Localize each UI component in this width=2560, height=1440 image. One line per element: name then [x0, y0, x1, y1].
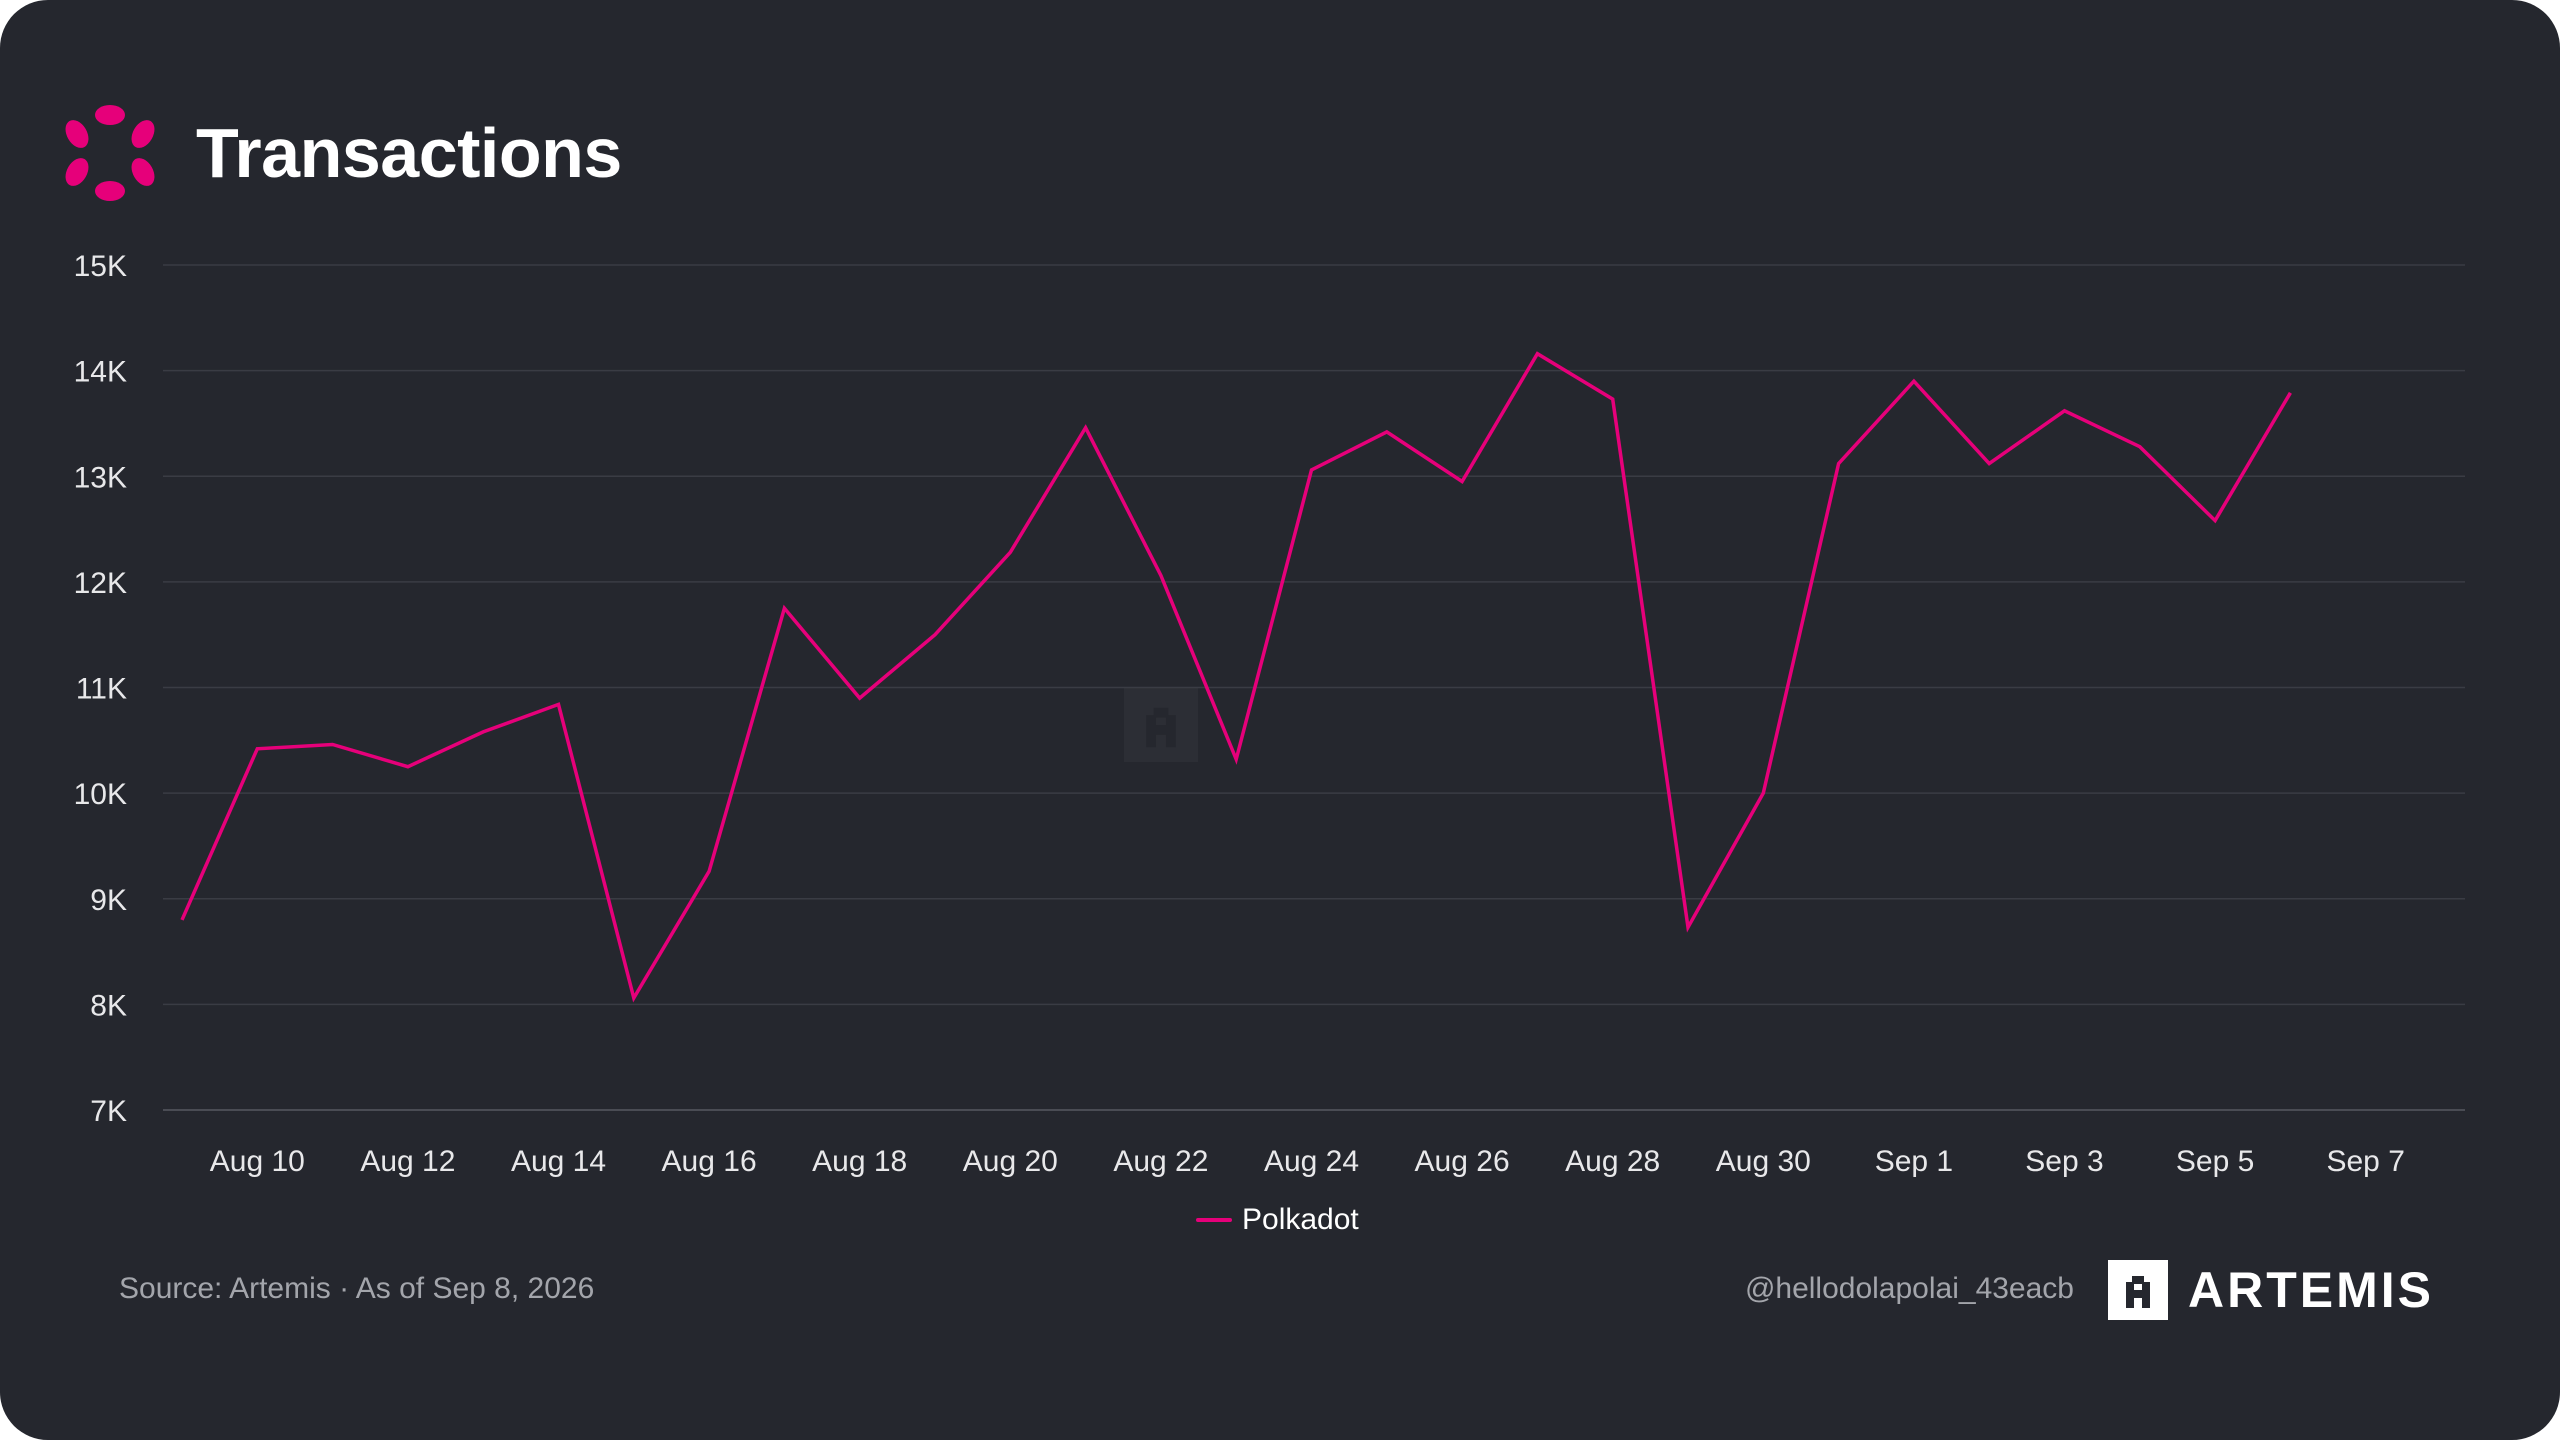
data-point[interactable] [1531, 348, 1543, 360]
x-axis: Aug 10 Aug 12 Aug 14 Aug 16 Aug 18 Aug 20 Aug … [210, 1145, 2405, 1178]
data-point[interactable] [553, 698, 565, 710]
x-tick-label: Sep 5 [2176, 1145, 2254, 1178]
data-point[interactable] [1230, 753, 1242, 765]
x-tick-label: Aug 10 [210, 1145, 305, 1178]
data-point[interactable] [1757, 787, 1769, 799]
legend[interactable]: Polkadot [1196, 1203, 1359, 1237]
data-point[interactable] [1155, 570, 1167, 582]
x-tick-label: Aug 16 [662, 1145, 757, 1178]
data-point[interactable] [402, 761, 414, 773]
data-point[interactable] [703, 865, 715, 877]
brand-name: ARTEMIS [2188, 1262, 2434, 1318]
series [176, 348, 2296, 1004]
data-point[interactable] [1080, 422, 1092, 434]
y-tick-label: 15K [74, 250, 127, 283]
gridlines [163, 264, 2465, 1111]
x-tick-label: Aug 28 [1565, 1145, 1660, 1178]
legend-swatch [1196, 1218, 1232, 1222]
data-point[interactable] [2209, 515, 2221, 527]
data-point[interactable] [2284, 387, 2296, 399]
y-tick-label: 13K [74, 461, 127, 494]
x-tick-label: Sep 3 [2025, 1145, 2103, 1178]
y-tick-label: 8K [90, 989, 127, 1022]
y-axis: 7K 8K 9K 10K 11K 12K 13K 14K 15K [74, 250, 127, 1128]
data-point[interactable] [1682, 921, 1694, 933]
chart-title: Transactions [196, 114, 622, 192]
x-tick-label: Sep 1 [1875, 1145, 1953, 1178]
x-tick-label: Aug 20 [963, 1145, 1058, 1178]
data-point[interactable] [1983, 458, 1995, 470]
x-tick-label: Aug 26 [1415, 1145, 1510, 1178]
x-tick-label: Aug 30 [1716, 1145, 1811, 1178]
data-point[interactable] [2059, 405, 2071, 417]
data-point[interactable] [628, 992, 640, 1004]
data-point[interactable] [1306, 464, 1318, 476]
y-tick-label: 14K [74, 356, 127, 389]
x-tick-label: Aug 24 [1264, 1145, 1359, 1178]
data-point[interactable] [2134, 441, 2146, 453]
data-point[interactable] [1607, 393, 1619, 405]
x-tick-label: Aug 18 [812, 1145, 907, 1178]
y-tick-label: 7K [90, 1095, 127, 1128]
series-line-polkadot[interactable] [180, 351, 2292, 1003]
data-point[interactable] [1456, 476, 1468, 488]
data-point[interactable] [176, 914, 188, 926]
polkadot-logo-icon [65, 105, 155, 201]
data-point[interactable] [1908, 375, 1920, 387]
y-tick-label: 11K [76, 673, 127, 706]
data-point[interactable] [477, 726, 489, 738]
x-tick-label: Aug 12 [360, 1145, 455, 1178]
y-tick-label: 9K [90, 884, 127, 917]
x-tick-label: Sep 7 [2326, 1145, 2404, 1178]
y-tick-label: 10K [74, 778, 127, 811]
source-note: Source: Artemis · As of Sep 8, 2026 [119, 1272, 595, 1305]
data-point[interactable] [327, 739, 339, 751]
y-tick-label: 12K [74, 567, 127, 600]
legend-label: Polkadot [1242, 1203, 1359, 1236]
data-point[interactable] [854, 692, 866, 704]
data-point[interactable] [251, 743, 263, 755]
author-handle: @hellodolapolai_43eacb [1744, 1272, 2074, 1305]
data-point[interactable] [929, 629, 941, 641]
x-tick-label: Aug 22 [1113, 1145, 1208, 1178]
brand: ARTEMIS [2108, 1260, 2434, 1320]
data-point[interactable] [778, 602, 790, 614]
artemis-logo-icon [2108, 1260, 2168, 1320]
data-point[interactable] [1381, 426, 1393, 438]
data-point[interactable] [1833, 458, 1845, 470]
data-point[interactable] [1004, 546, 1016, 558]
artemis-watermark-icon [1124, 688, 1198, 762]
x-tick-label: Aug 14 [511, 1145, 606, 1178]
